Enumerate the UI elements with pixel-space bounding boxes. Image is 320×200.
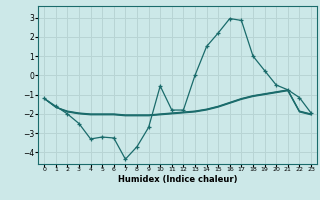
X-axis label: Humidex (Indice chaleur): Humidex (Indice chaleur) — [118, 175, 237, 184]
